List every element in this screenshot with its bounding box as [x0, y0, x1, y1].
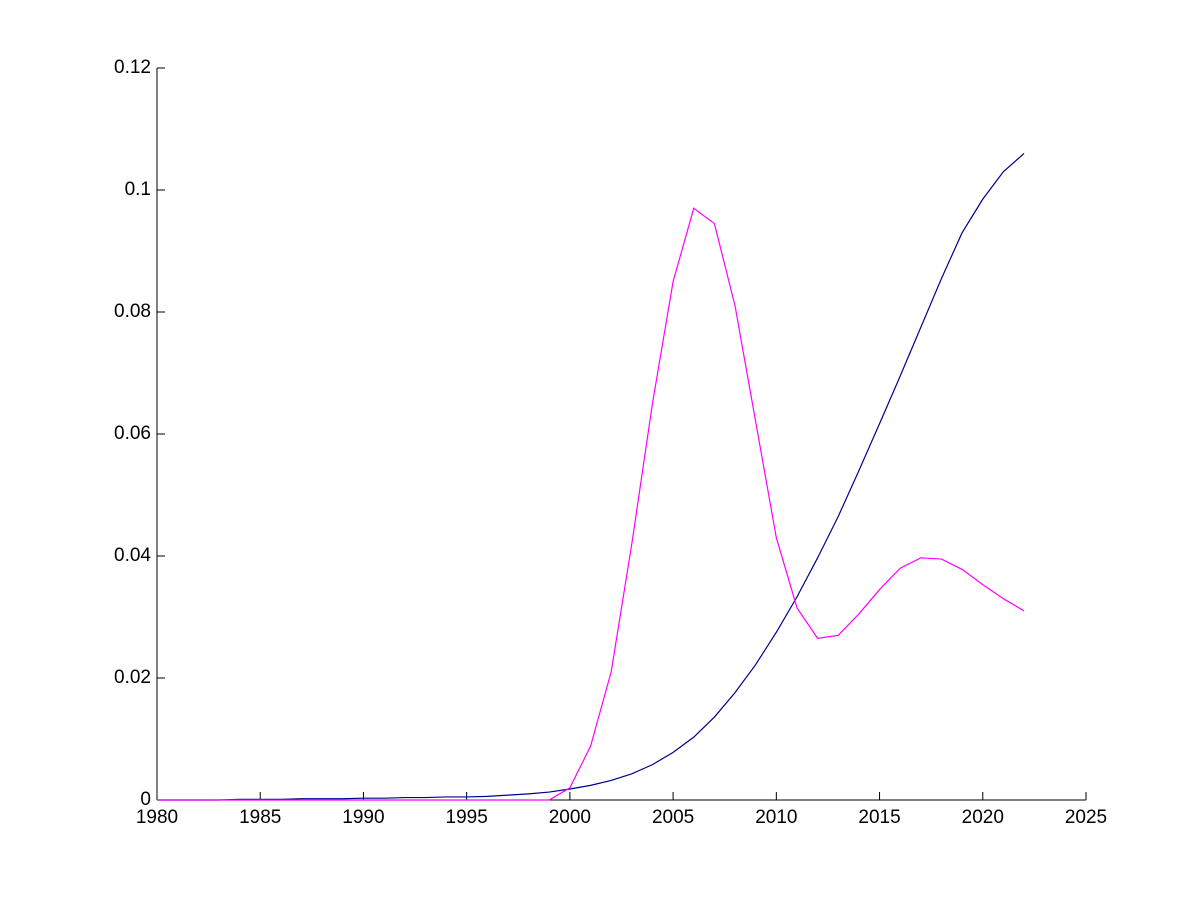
data-line: [157, 207, 1025, 801]
x-tick-label: 1995: [446, 807, 488, 828]
x-tick-label: 2005: [652, 807, 694, 828]
x-tick-label: 2020: [962, 807, 1004, 828]
x-tick-label: 2000: [549, 807, 591, 828]
data-line: [157, 152, 1025, 801]
y-tick-label: 0.12: [114, 57, 151, 78]
x-tick-label: 1985: [239, 807, 281, 828]
x-tick-label: 1990: [342, 807, 384, 828]
x-tick-label: 2025: [1065, 807, 1107, 828]
x-tick-label: 2010: [755, 807, 797, 828]
y-tick-label: 0: [140, 789, 151, 810]
y-tick-label: 0.1: [125, 179, 151, 200]
y-tick-label: 0.08: [114, 301, 151, 322]
y-tick-label: 0.04: [114, 545, 151, 566]
x-tick-label: 2015: [858, 807, 900, 828]
y-tick-label: 0.02: [114, 667, 151, 688]
y-tick-label: 0.06: [114, 423, 151, 444]
x-tick-label: 1980: [136, 807, 178, 828]
